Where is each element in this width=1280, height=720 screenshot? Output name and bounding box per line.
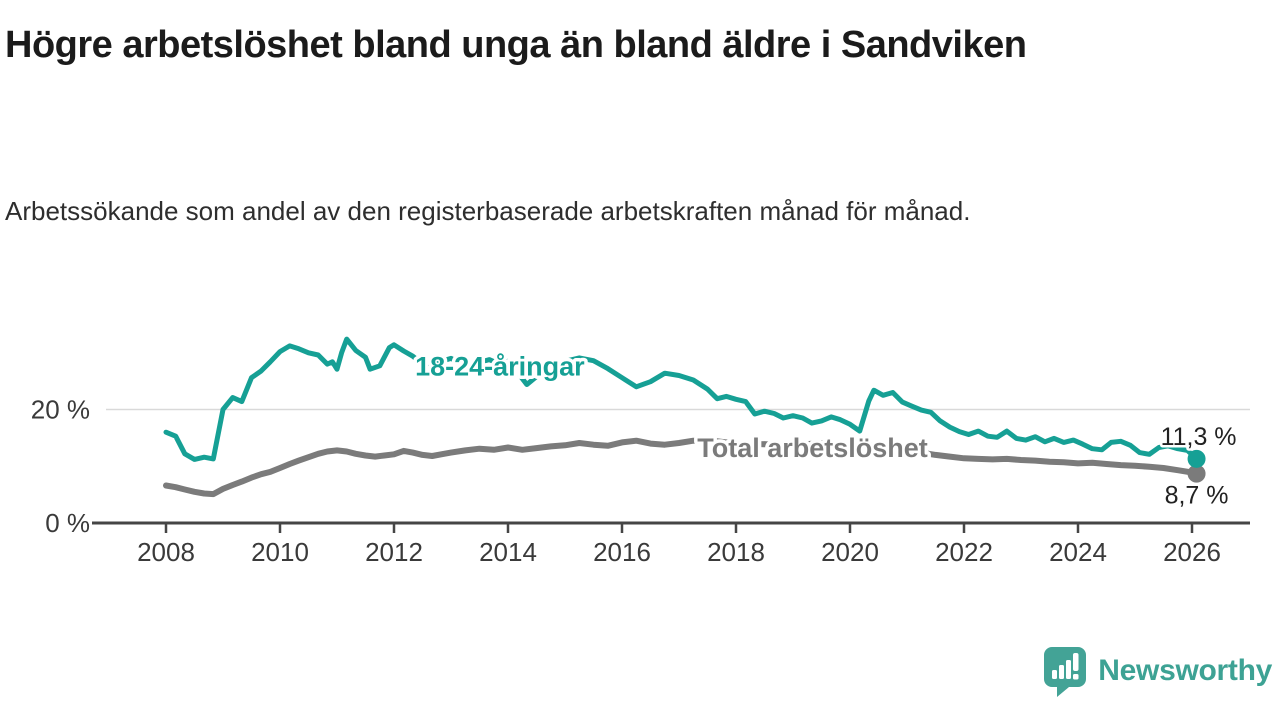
x-tick-label: 2014 bbox=[479, 537, 537, 567]
x-tick-label: 2012 bbox=[365, 537, 423, 567]
x-tick-label: 2026 bbox=[1163, 537, 1221, 567]
x-tick-label: 2010 bbox=[251, 537, 309, 567]
series-end-dot bbox=[1187, 449, 1206, 468]
page-title: Högre arbetslöshet bland unga än bland ä… bbox=[5, 24, 1027, 66]
x-tick-label: 2016 bbox=[593, 537, 651, 567]
y-tick-label: 20 % bbox=[31, 395, 90, 425]
newsworthy-logo-text: Newsworthy bbox=[1098, 654, 1272, 687]
series-inline-label: Total arbetslöshet bbox=[697, 433, 928, 463]
end-value-label: 8,7 % bbox=[1165, 482, 1229, 510]
series-inline-label: 18-24-åringar bbox=[415, 351, 585, 381]
series-end-dot bbox=[1187, 464, 1206, 483]
series-line bbox=[163, 336, 1200, 462]
subtitle: Arbetssökande som andel av den registerb… bbox=[5, 196, 971, 226]
x-tick-label: 2020 bbox=[821, 537, 879, 567]
y-tick-label: 0 % bbox=[45, 508, 90, 538]
x-tick-label: 2008 bbox=[137, 537, 195, 567]
x-tick-label: 2024 bbox=[1049, 537, 1107, 567]
x-tick-label: 2022 bbox=[935, 537, 993, 567]
x-tick-label: 2018 bbox=[707, 537, 765, 567]
newsworthy-logo: Newsworthy bbox=[1042, 645, 1272, 697]
newsworthy-logo-icon bbox=[1042, 645, 1088, 697]
line-chart: 0 % 20 % 2008 2010 2012 2014 2016 2018 2020 2022 2… bbox=[31, 336, 1250, 567]
series-line bbox=[163, 437, 1200, 498]
end-value-label: 11,3 % bbox=[1161, 423, 1237, 451]
